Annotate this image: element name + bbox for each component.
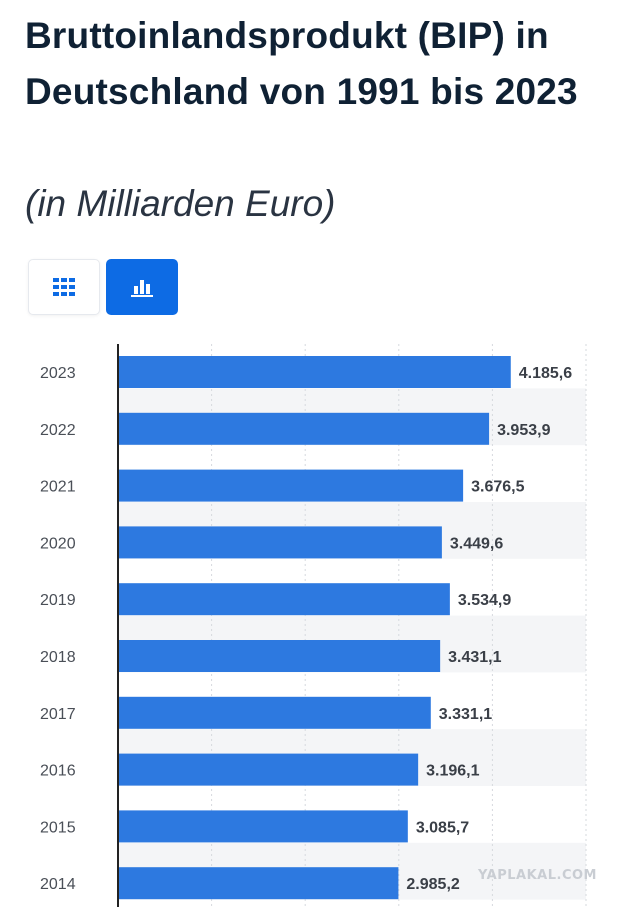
category-label-2020: 2020 bbox=[40, 535, 76, 552]
value-label-2020: 3.449,6 bbox=[450, 535, 503, 552]
bar-2018 bbox=[119, 640, 441, 672]
chart-view-button[interactable] bbox=[106, 259, 178, 315]
value-label-2015: 3.085,7 bbox=[416, 819, 469, 836]
value-label-2019: 3.534,9 bbox=[458, 592, 511, 609]
bar-2019 bbox=[119, 583, 450, 616]
bar-2014 bbox=[119, 867, 399, 900]
bar-2017 bbox=[119, 696, 431, 729]
chart-title: Bruttoinlandsprodukt (BIP) in Deutschlan… bbox=[25, 15, 578, 112]
watermark: YAPLAKAL.COM bbox=[478, 868, 597, 883]
category-label-2016: 2016 bbox=[40, 763, 76, 780]
value-label-2022: 3.953,9 bbox=[497, 422, 550, 439]
value-label-2023: 4.185,6 bbox=[519, 365, 572, 382]
category-label-2022: 2022 bbox=[40, 422, 76, 439]
bar-2020 bbox=[119, 526, 442, 559]
category-label-2023: 2023 bbox=[40, 365, 76, 382]
category-label-2015: 2015 bbox=[40, 819, 76, 836]
bar-chart-icon bbox=[131, 280, 153, 297]
bar-2023 bbox=[119, 356, 511, 388]
bar-2015 bbox=[119, 810, 408, 843]
bar-2022 bbox=[119, 412, 490, 445]
table-grid-icon bbox=[53, 278, 75, 296]
bar-2021 bbox=[119, 469, 464, 502]
table-view-button[interactable] bbox=[28, 259, 100, 315]
category-label-2021: 2021 bbox=[40, 479, 76, 496]
category-label-2019: 2019 bbox=[40, 592, 76, 609]
chart-subtitle: (in Milliarden Euro) bbox=[25, 183, 336, 224]
category-label-2017: 2017 bbox=[40, 706, 76, 723]
category-label-2018: 2018 bbox=[40, 649, 76, 666]
bar-2016 bbox=[119, 753, 419, 786]
value-label-2018: 3.431,1 bbox=[448, 649, 501, 666]
bar-chart: 2023 4.185,6 2022 3.953,9 2021 3.676,5 2020 3.4… bbox=[40, 344, 587, 907]
value-label-2021: 3.676,5 bbox=[471, 479, 524, 496]
value-label-2014: 2.985,2 bbox=[406, 876, 459, 893]
value-label-2017: 3.331,1 bbox=[439, 706, 492, 723]
category-label-2014: 2014 bbox=[40, 876, 76, 893]
value-label-2016: 3.196,1 bbox=[426, 763, 479, 780]
